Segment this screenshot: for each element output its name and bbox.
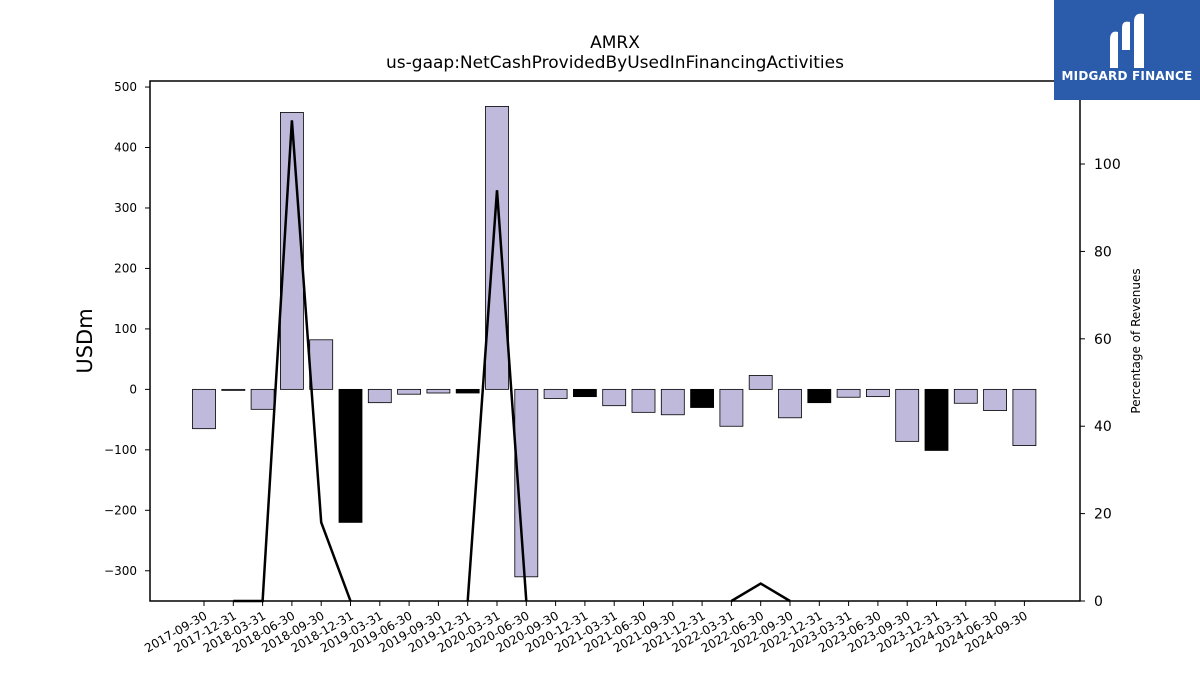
bar-2020-09-30 [543,388,568,399]
bar-2019-12-31 [455,388,480,394]
bar-2024-06-30 [983,388,1007,411]
y-right-tick-label: 100 [1094,157,1121,173]
bar-2022-12-31 [807,388,832,404]
chart-subtitle: us-gaap:NetCashProvidedByUsedInFinancing… [386,53,844,73]
logo-text: MIDGARD FINANCE [1061,69,1193,83]
bar-2022-06-30 [748,375,773,390]
y-axis-right: 0 20 40 60 80 100 [1080,157,1121,610]
y-right-tick-label: 40 [1094,419,1112,435]
bar-2021-06-30 [631,388,656,413]
brand-logo: MIDGARD FINANCE [1054,0,1200,100]
bar-2018-12-31 [338,388,363,523]
bar-2018-03-31 [250,388,275,410]
bar-2018-09-30 [309,339,334,390]
bar-2019-06-30 [397,388,422,395]
bar-2023-06-30 [866,388,890,398]
bar-2020-12-31 [573,388,597,398]
bar-2022-03-31 [719,388,744,427]
bar-2020-03-31 [485,105,509,390]
y-left-tick-label: 100 [114,322,137,336]
y-axis-left: −300 −200 −100 0 100 200 300 400 500 [104,80,150,578]
plot-frame [149,80,1081,602]
line-segment-2 [730,582,791,603]
bar-2022-09-30 [778,388,802,419]
y-right-tick-label: 80 [1094,244,1112,260]
bar-2017-09-30 [192,388,216,430]
bar-2024-09-30 [1012,388,1037,447]
y-left-tick-label: 300 [114,201,137,215]
y-left-tick-label: 400 [114,141,137,155]
bar-2023-03-31 [836,388,861,398]
y-left-tick-label: 200 [114,261,137,275]
y-right-tick-label: 60 [1094,332,1112,348]
y-left-tick-label: −100 [104,443,137,457]
y-right-tick-label: 0 [1094,594,1103,610]
bar-2021-12-31 [690,388,714,408]
bar-2017-12-31 [221,388,246,391]
bar-2019-09-30 [426,388,451,394]
bar-2021-03-31 [602,388,627,407]
y-left-tick-label: −200 [104,503,137,517]
y-left-tick-label: −300 [104,564,137,578]
line-segment-1 [466,190,528,602]
bar-2021-09-30 [660,388,685,416]
y-axis-right-label: Percentage of Revenues [1129,268,1143,413]
y-axis-left-label: USDm [73,308,97,373]
logo-mark-icon [1110,13,1144,68]
bar-2023-12-31 [924,388,949,451]
bar-2024-03-31 [953,388,978,404]
y-right-tick-label: 20 [1094,507,1112,523]
x-axis: 2017-09-302017-12-312018-03-312018-06-30… [142,601,1030,655]
bar-2019-03-31 [367,388,392,404]
bar-2023-09-30 [895,388,920,442]
chart-title: AMRX [590,33,640,53]
bar-2018-06-30 [279,112,304,390]
y-left-tick-label: 0 [129,382,137,396]
y-left-tick-label: 500 [114,80,137,94]
